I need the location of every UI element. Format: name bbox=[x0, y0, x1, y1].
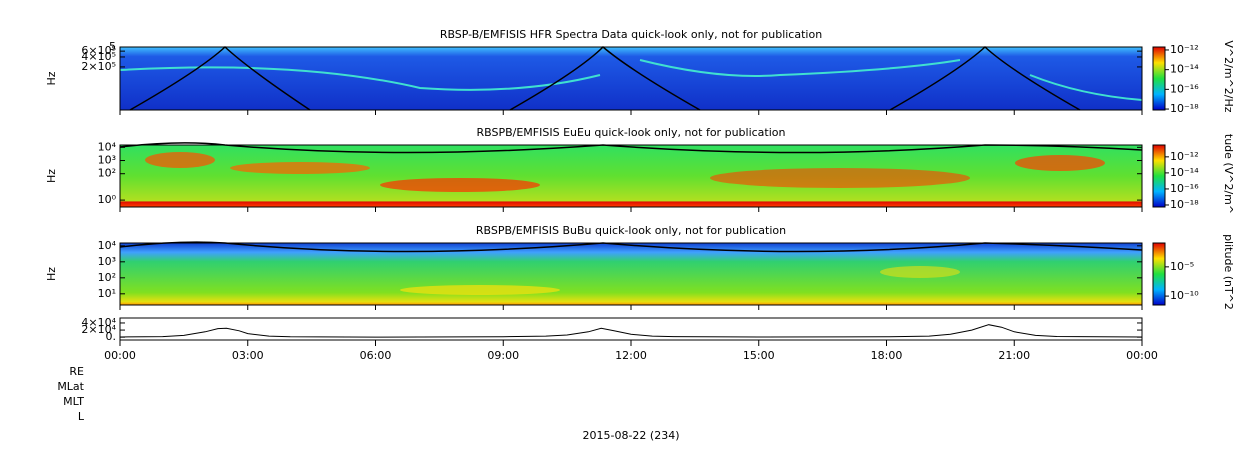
x-tick-label: 09:00 bbox=[487, 349, 519, 362]
row-label: MLT bbox=[63, 395, 84, 408]
colorbar-tick-label: 10⁻¹² bbox=[1170, 43, 1199, 56]
spectrogram-images bbox=[119, 47, 1143, 341]
y-tick-label: 10³ bbox=[98, 255, 116, 268]
colorbar-tick-label: 10⁻¹⁸ bbox=[1170, 102, 1199, 115]
colorbar-label: V^2/m^2/Hz bbox=[1222, 40, 1235, 112]
panel-title: RBSP-B/EMFISIS HFR Spectra Data quick-lo… bbox=[440, 28, 822, 41]
data-line bbox=[119, 324, 1143, 338]
colorbar-tick-label: 10⁻¹⁶ bbox=[1170, 182, 1199, 195]
colorbar-label: plitude (nT^2 bbox=[1222, 234, 1235, 310]
y-axis-label: Hz bbox=[45, 71, 58, 85]
x-tick-label: 21:00 bbox=[998, 349, 1030, 362]
x-tick-label: 00:00 bbox=[1126, 349, 1158, 362]
colorbar-tick-label: 10⁻¹⁶ bbox=[1170, 82, 1199, 95]
x-tick-label: 15:00 bbox=[743, 349, 775, 362]
colorbar bbox=[1152, 242, 1166, 306]
colorbar-tick-label: 10⁻¹⁴ bbox=[1170, 166, 1199, 179]
y-tick-label: 10² bbox=[98, 167, 116, 180]
colorbar-tick-label: 10⁻¹⁸ bbox=[1170, 198, 1199, 211]
panel-title: RBSPB/EMFISIS EuEu quick-look only, not … bbox=[476, 126, 785, 139]
y-tick-label: 10⁴ bbox=[98, 239, 117, 252]
y-axis-label: Hz bbox=[45, 267, 58, 281]
x-tick-label: 00:00 bbox=[104, 349, 136, 362]
y-tick-label: 6×10⁵ bbox=[81, 44, 116, 57]
x-tick-label: 12:00 bbox=[615, 349, 647, 362]
row-label: MLat bbox=[57, 380, 84, 393]
row-label: L bbox=[78, 410, 85, 423]
y-tick-label: 10³ bbox=[98, 154, 116, 167]
panel-title: RBSPB/EMFISIS BuBu quick-look only, not … bbox=[476, 224, 786, 237]
y-tick-label: 4×10⁴ bbox=[81, 316, 116, 329]
y-tick-label: 10² bbox=[98, 271, 116, 284]
y-tick-label: 0. bbox=[106, 330, 117, 343]
colorbar-tick-label: 10⁻¹⁴ bbox=[1170, 63, 1199, 76]
y-axis-label: Hz bbox=[45, 169, 58, 183]
colorbar-label: tude (V^2/m^ bbox=[1222, 134, 1235, 214]
y-tick-label: 4×10⁵ bbox=[81, 50, 116, 63]
colorbar-tick-label: 10⁻¹⁰ bbox=[1170, 289, 1199, 302]
colorbar bbox=[1152, 46, 1166, 111]
colorbar-tick-label: 10⁻⁵ bbox=[1170, 260, 1194, 273]
y-tick-label: 2×10⁴ bbox=[81, 323, 116, 336]
colorbar-tick-label: 10⁻¹² bbox=[1170, 150, 1199, 163]
y-tick-label: 2×10⁵ bbox=[81, 60, 116, 73]
y-tick-label: 5 bbox=[109, 40, 116, 53]
x-tick-label: 06:00 bbox=[360, 349, 392, 362]
y-tick-label: 10¹ bbox=[98, 287, 116, 300]
x-axis-label: 2015-08-22 (234) bbox=[582, 429, 679, 442]
y-tick-label: 10⁰ bbox=[98, 193, 117, 206]
x-tick-label: 03:00 bbox=[232, 349, 264, 362]
x-tick-label: 18:00 bbox=[871, 349, 903, 362]
row-label: RE bbox=[69, 365, 84, 378]
y-tick-label: 10⁴ bbox=[98, 140, 117, 153]
colorbar bbox=[1152, 144, 1166, 208]
